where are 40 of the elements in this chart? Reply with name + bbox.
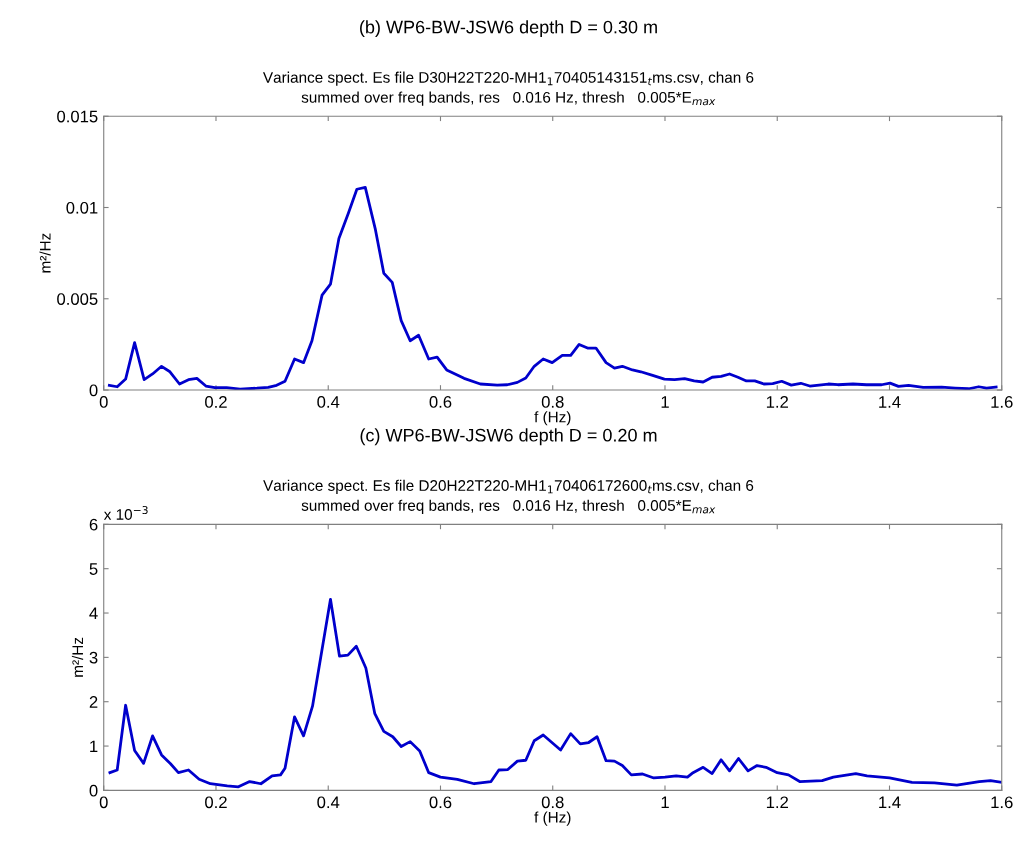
- x-tick-label: 0.8: [541, 396, 564, 408]
- chart-title: (c) WP6-BW-JSW6 depth D = 0.20 m: [360, 428, 657, 446]
- x-tick-label: 0: [99, 396, 108, 408]
- x-tick-label: 0.6: [429, 396, 452, 408]
- chart-subtitle: Variance spect. Es file D20H22T220-MH1$_{1}$70406172600$_{t}$ms.csv, chan 6 summed over freq bands, res 0.016 Hz, thresh 0.005*E$_{max}$: [263, 479, 754, 514]
- y-tick-label: 2: [89, 696, 98, 708]
- x-tick-label: 0.2: [205, 396, 227, 408]
- x-tick-label: 1.4: [879, 796, 901, 809]
- y-tick-label: 0: [89, 784, 98, 797]
- x-tick-label: 0.4: [317, 796, 340, 809]
- x-tick-label: 1.2: [766, 796, 788, 809]
- y-tick-label: 0.01: [66, 201, 98, 214]
- chart-subtitle: Variance spect. Es file D30H22T220-MH1$_{1}$70405143151$_{t}$ms.csv, chan 6 summed over freq bands, res 0.016 Hz, thresh 0.005*E$_{max}$: [262, 71, 754, 106]
- x-tick-label: 0.8: [541, 796, 564, 809]
- y-tick-label: 4: [89, 607, 98, 620]
- x-tick-label: 0: [99, 796, 108, 809]
- x-tick-label: 1.4: [879, 396, 901, 408]
- x-tick-label: 0.4: [317, 396, 340, 408]
- chart-title: (b) WP6-BW-JSW6 depth D = 0.30 m: [360, 20, 657, 38]
- x-tick-label: 1: [661, 396, 669, 408]
- y-tick-label: 5: [89, 563, 98, 575]
- x-tick-label: 1.2: [766, 396, 788, 408]
- y-tick-label: 0.005: [57, 293, 98, 305]
- y-tick-label: 0: [89, 384, 98, 397]
- x-tick-label: 1.6: [991, 796, 1013, 809]
- x-tick-label: 1.6: [991, 396, 1013, 408]
- x-tick-label: 0.2: [205, 796, 227, 809]
- y-tick-label: 0.015: [57, 110, 98, 123]
- y-tick-label: 3: [89, 651, 98, 664]
- x-tick-label: 1: [661, 796, 669, 809]
- text: x 10$^{−3}$: [103, 505, 148, 520]
- y-axis-title: m²/Hz: [39, 233, 51, 273]
- x-axis-title: f (Hz): [534, 811, 571, 826]
- x-axis-title: f (Hz): [534, 411, 571, 426]
- line-series: [108, 597, 1002, 789]
- line-series: [107, 186, 998, 391]
- x-tick-label: 0.6: [429, 796, 452, 809]
- y-axis-title: m²/Hz: [71, 637, 84, 677]
- y-tick-label: 1: [90, 740, 98, 753]
- y-tick-label: 6: [89, 518, 98, 531]
